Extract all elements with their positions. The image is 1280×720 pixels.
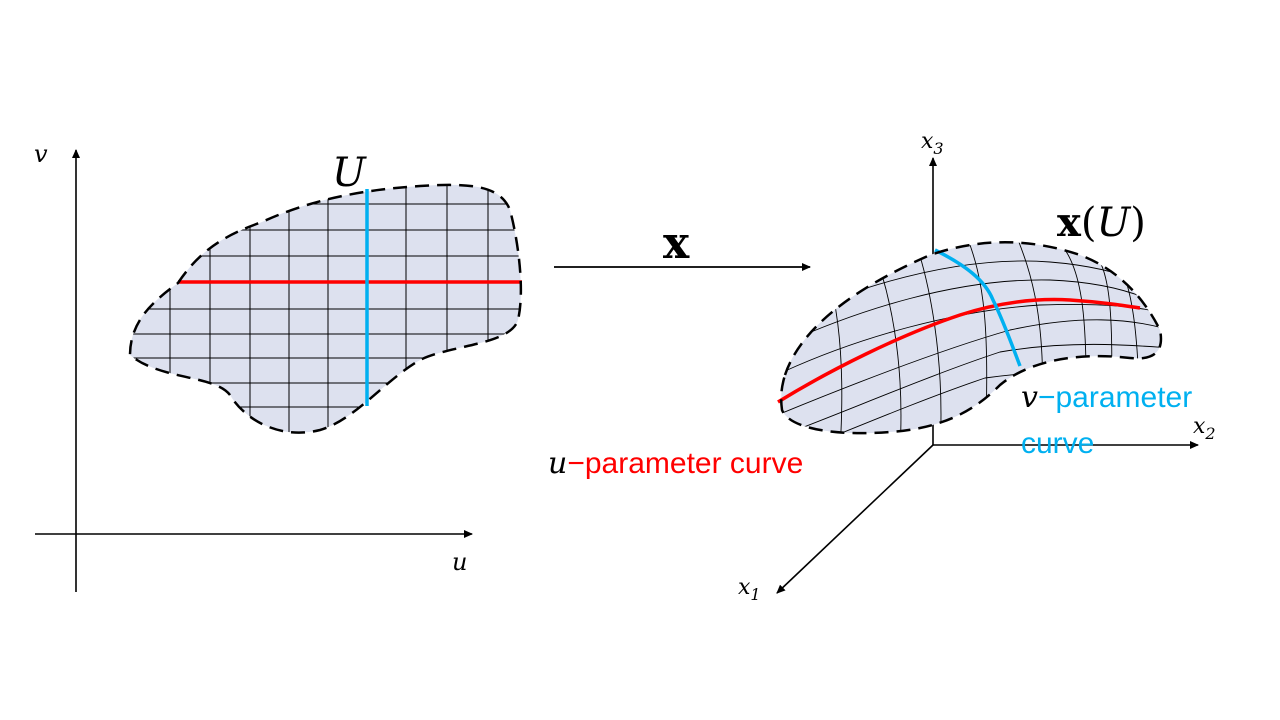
u-curve-label: u−parameter curve	[548, 446, 803, 481]
mapping: x	[554, 218, 811, 271]
image-surface: x(U)	[777, 199, 1163, 435]
x2-label: x2	[1193, 414, 1216, 443]
map-label: x	[663, 218, 690, 269]
x3-label: x3	[921, 129, 944, 158]
uv-plane: v u	[34, 140, 473, 592]
x1-label: x1	[738, 575, 761, 604]
image-label: x(U)	[1057, 199, 1146, 246]
domain-boundary	[128, 183, 523, 434]
v-axis-label: v	[34, 140, 48, 168]
surface-v-curve	[934, 248, 1022, 367]
domain-region: U	[128, 150, 523, 434]
v-curve-label-line1: v−parameter	[1021, 380, 1192, 415]
surface-fill	[781, 242, 1161, 434]
surface-u-curve	[777, 297, 1141, 404]
u-axis-label: u	[452, 548, 467, 576]
v-curve-label-line2: curve	[1021, 427, 1094, 460]
domain-label: U	[332, 150, 367, 196]
x1-axis	[776, 444, 934, 594]
surface-boundary	[779, 241, 1163, 435]
